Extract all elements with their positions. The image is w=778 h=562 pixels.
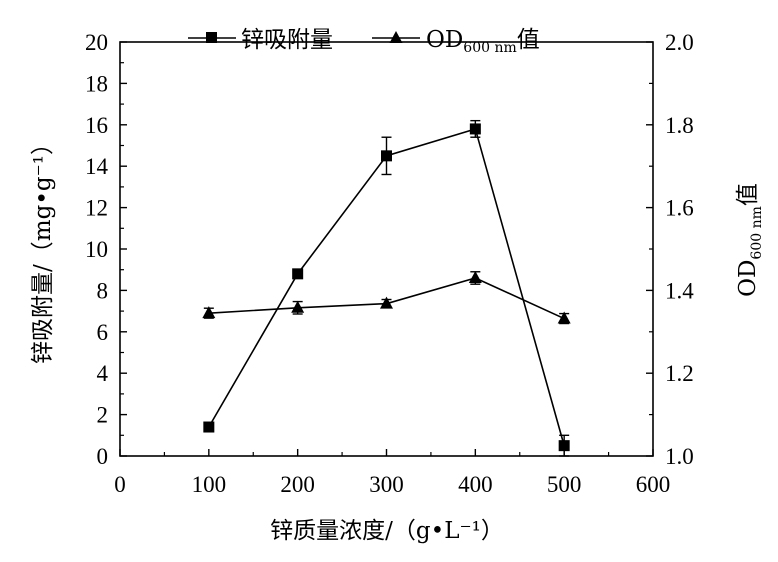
x-tick-label: 100 [192, 472, 227, 497]
legend-label-od600: OD600 nm值 [426, 27, 540, 56]
left-y-tick-label: 16 [85, 113, 108, 138]
data-point-square [469, 123, 481, 135]
left-y-tick-label: 8 [97, 278, 109, 303]
data-point-square [203, 421, 215, 433]
series-line [208, 127, 565, 446]
left-y-tick-label: 20 [85, 30, 108, 55]
legend-triangle-marker [389, 31, 403, 43]
left-y-tick-label: 14 [85, 154, 109, 179]
left-y-tick-label: 18 [85, 71, 108, 96]
data-point-square [558, 440, 570, 452]
left-y-axis-ticks: 0 2 4 6 8 10 12 14 16 18 20 [85, 30, 127, 469]
legend-label-od600-sub: 600 nm [463, 40, 516, 56]
x-tick-label: 0 [114, 472, 126, 497]
left-y-tick-label: 10 [85, 237, 108, 262]
x-tick-label: 300 [369, 472, 404, 497]
right-y-tick-label: 1.8 [665, 113, 694, 138]
legend-entry-od600: OD600 nm值 [372, 27, 540, 56]
right-y-tick-label: 1.0 [665, 444, 694, 469]
left-y-tick-label: 0 [97, 444, 109, 469]
right-y-axis-ticks: 1.0 1.2 1.4 1.6 1.8 2.0 [646, 30, 694, 469]
data-point-triangle [202, 306, 216, 319]
right-y-tick-label: 2.0 [665, 30, 694, 55]
data-point-square [381, 150, 392, 162]
left-y-tick-label: 4 [97, 361, 109, 386]
series-od600 [202, 270, 571, 325]
data-point-square [292, 268, 304, 280]
series-zinc-adsorption [203, 119, 570, 457]
right-y-tick-label: 1.2 [665, 361, 694, 386]
legend: 锌吸附量 OD600 nm值 [188, 27, 540, 56]
data-point-triangle [557, 311, 571, 324]
x-tick-label: 200 [280, 472, 315, 497]
right-y-axis-title: OD600 nm值 [735, 183, 765, 297]
legend-label-zinc-adsorption: 锌吸附量 [241, 27, 333, 53]
right-y-axis-title-sub: 600 nm [749, 206, 765, 259]
left-y-axis-title: 锌吸附量/（mg•g⁻¹） [30, 132, 56, 364]
legend-label-od600-suffix: 值 [517, 27, 540, 53]
x-tick-label: 500 [547, 472, 582, 497]
legend-square-marker [206, 32, 217, 43]
right-y-tick-label: 1.6 [665, 196, 694, 221]
plot-border [119, 41, 654, 457]
left-y-tick-label: 2 [97, 403, 109, 428]
data-point-triangle [380, 296, 393, 309]
x-tick-label: 400 [458, 472, 493, 497]
legend-label-od600-main: OD [426, 27, 463, 53]
right-y-axis-title-suffix: 值 [735, 183, 761, 206]
left-y-tick-label: 6 [97, 320, 109, 345]
left-y-tick-label: 12 [85, 196, 108, 221]
x-axis-title: 锌质量浓度/（g•L⁻¹） [270, 518, 504, 544]
data-point-triangle [468, 270, 482, 283]
plot-frame [119, 41, 654, 457]
right-y-tick-label: 1.4 [665, 278, 694, 303]
x-tick-label: 600 [636, 472, 671, 497]
legend-entry-zinc-adsorption: 锌吸附量 [188, 27, 333, 53]
right-y-axis-title-main: OD [735, 260, 761, 297]
data-point-triangle [291, 300, 305, 313]
